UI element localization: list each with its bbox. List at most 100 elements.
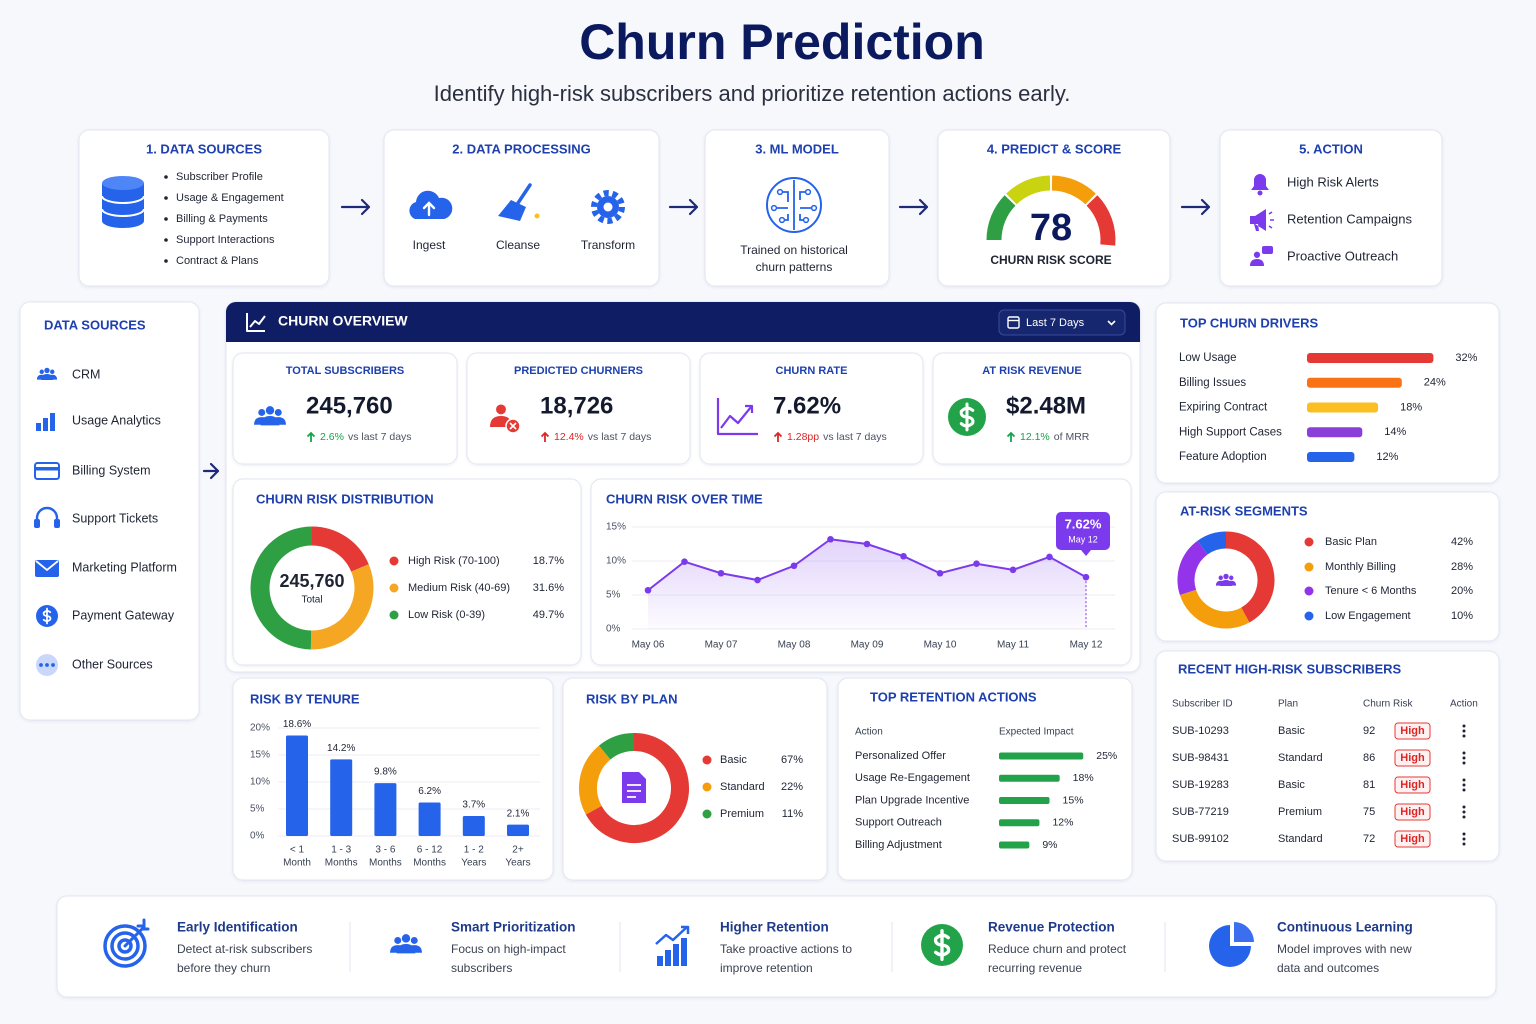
sparkle <box>534 213 540 219</box>
value-label: 22% <box>781 781 803 793</box>
legend-swatch <box>1304 562 1314 572</box>
step-item: Support Interactions <box>176 234 275 246</box>
x-tick-label: May 09 <box>851 640 884 651</box>
flow-arrow <box>668 198 699 216</box>
step-title: 3. ML MODEL <box>755 141 839 156</box>
subscriber-id: SUB-19283 <box>1172 779 1229 791</box>
crm-icon <box>39 369 44 374</box>
subscriber-risk: 75 <box>1363 806 1375 818</box>
value-label: 18% <box>1073 772 1094 784</box>
kpi-change-value: 12.4% <box>554 431 584 443</box>
flow-arrow <box>898 198 929 216</box>
donut-segment <box>1179 589 1250 629</box>
callout-date: May 12 <box>1068 534 1098 544</box>
row-menu[interactable] <box>1462 778 1466 792</box>
row-menu[interactable] <box>1462 751 1466 765</box>
legend-swatch <box>389 610 399 620</box>
x-tick-label: 1 - 2 <box>464 845 484 856</box>
bar <box>374 783 397 836</box>
value-label: 67% <box>781 754 803 766</box>
point <box>717 569 725 577</box>
period-dropdown[interactable] <box>998 309 1126 336</box>
bar <box>999 841 1030 849</box>
value-label: 18.6% <box>283 719 311 730</box>
step-item: High Risk Alerts <box>1287 174 1379 189</box>
benefit-text: recurring revenue <box>988 961 1082 975</box>
brain-icon <box>766 177 822 233</box>
benefit-text: Take proactive actions to <box>720 942 852 956</box>
legend-swatch <box>1304 586 1314 596</box>
kpi-icon <box>258 409 266 416</box>
action-label: Plan Upgrade Incentive <box>855 794 969 806</box>
value-label: 20% <box>1451 585 1473 597</box>
chart-title: TOP RETENTION ACTIONS <box>870 689 1037 704</box>
row-menu-dot <box>1462 842 1466 846</box>
risk-badge <box>1394 749 1431 767</box>
bullet <box>164 259 168 263</box>
benefit-text: Detect at-risk subscribers <box>177 942 312 956</box>
legend-label: Basic <box>720 754 747 766</box>
value-label: 25% <box>1096 750 1117 762</box>
retention-icon <box>655 925 690 945</box>
benefits-card <box>56 895 1497 998</box>
donut-segment <box>585 733 689 843</box>
value-label: 2.1% <box>507 808 530 819</box>
column-header: Action <box>855 727 883 738</box>
kpi-change-value: 2.6% <box>320 431 344 443</box>
bell-icon <box>1257 190 1263 196</box>
bullet <box>164 238 168 242</box>
retention-icon <box>681 938 687 966</box>
legend-swatch <box>1304 537 1314 547</box>
subscriber-id: SUB-99102 <box>1172 833 1229 845</box>
row-menu[interactable] <box>1462 832 1466 846</box>
y-tick-label: 5% <box>250 804 265 815</box>
row-menu[interactable] <box>1462 805 1466 819</box>
page-title: Churn Prediction <box>579 14 985 70</box>
chevron <box>1107 320 1116 326</box>
subscriber-risk: 86 <box>1363 752 1375 764</box>
row-menu[interactable] <box>1462 724 1466 738</box>
legend-label: Medium Risk (40-69) <box>408 582 510 594</box>
value-label: 9% <box>1042 839 1057 851</box>
chart-card <box>1155 302 1500 484</box>
x-tick-label: 3 - 6 <box>375 845 395 856</box>
callout <box>1081 550 1091 556</box>
value-label: 24% <box>1424 377 1446 389</box>
kpi-card <box>699 352 924 465</box>
doc-icon <box>622 772 646 803</box>
value-label: 49.7% <box>533 609 564 621</box>
subscriber-id: SUB-98431 <box>1172 752 1229 764</box>
kpi-icon <box>496 404 506 415</box>
value-label: 18.7% <box>533 555 564 567</box>
kpi-label: TOTAL SUBSCRIBERS <box>286 365 405 377</box>
subscriber-risk: 92 <box>1363 725 1375 737</box>
step-item: Proactive Outreach <box>1287 248 1398 263</box>
gear-icon <box>603 202 613 212</box>
benefit-text: data and outcomes <box>1277 961 1379 975</box>
chart-card <box>837 677 1133 881</box>
donut-segment <box>311 526 369 573</box>
calendar-icon <box>1007 316 1020 329</box>
point <box>863 540 871 548</box>
value-label: 31.6% <box>533 582 564 594</box>
donut-segment <box>598 733 635 760</box>
bar <box>999 819 1040 827</box>
step-caption: churn patterns <box>756 260 833 274</box>
gauge-arc <box>986 195 1016 241</box>
point <box>827 535 834 543</box>
target-icon <box>110 931 140 961</box>
benefit-title: Revenue Protection <box>988 920 1115 935</box>
source-item: CRM <box>72 367 100 381</box>
kpi-change-note: vs last 7 days <box>588 431 652 443</box>
step-item: Billing & Payments <box>176 213 268 225</box>
x-tick-label: Years <box>461 858 486 869</box>
step-item: Transform <box>581 238 635 252</box>
benefit-text: Focus on high-impact <box>451 942 566 956</box>
crm-icon <box>41 374 53 380</box>
retention-icon <box>657 956 663 966</box>
step-title: 1. DATA SOURCES <box>146 141 262 156</box>
row-menu-dot <box>1462 729 1466 733</box>
benefit-text: Reduce churn and protect <box>988 942 1127 956</box>
outreach-icon <box>1253 251 1261 258</box>
legend-label: Monthly Billing <box>1325 561 1396 573</box>
